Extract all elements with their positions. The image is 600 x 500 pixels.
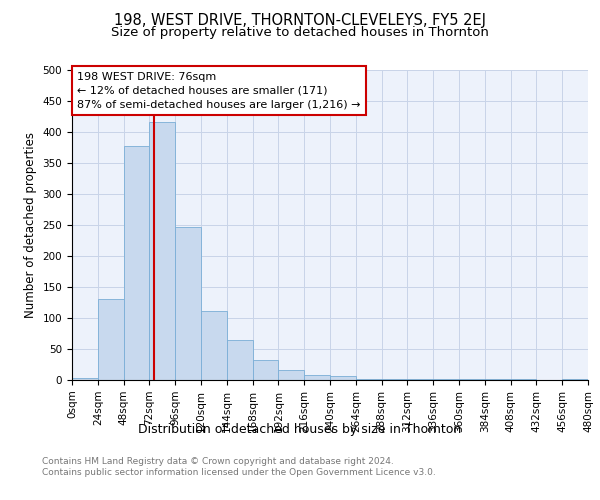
- Y-axis label: Number of detached properties: Number of detached properties: [24, 132, 37, 318]
- Text: Contains HM Land Registry data © Crown copyright and database right 2024.
Contai: Contains HM Land Registry data © Crown c…: [42, 458, 436, 477]
- Bar: [459, 379, 485, 380]
- Bar: [485, 379, 511, 380]
- Bar: [124, 146, 149, 380]
- Bar: [253, 360, 278, 380]
- Bar: [382, 379, 407, 380]
- Bar: [278, 370, 304, 380]
- Bar: [407, 379, 433, 380]
- Bar: [330, 376, 356, 380]
- Bar: [149, 122, 175, 380]
- Bar: [433, 379, 459, 380]
- Text: 198, WEST DRIVE, THORNTON-CLEVELEYS, FY5 2EJ: 198, WEST DRIVE, THORNTON-CLEVELEYS, FY5…: [114, 12, 486, 28]
- Bar: [175, 228, 201, 380]
- Text: Size of property relative to detached houses in Thornton: Size of property relative to detached ho…: [111, 26, 489, 39]
- Bar: [356, 379, 382, 380]
- Text: Distribution of detached houses by size in Thornton: Distribution of detached houses by size …: [139, 422, 461, 436]
- Bar: [562, 379, 588, 380]
- Bar: [304, 375, 330, 380]
- Bar: [511, 379, 536, 380]
- Bar: [227, 340, 253, 380]
- Text: 198 WEST DRIVE: 76sqm
← 12% of detached houses are smaller (171)
87% of semi-det: 198 WEST DRIVE: 76sqm ← 12% of detached …: [77, 72, 361, 110]
- Bar: [72, 378, 98, 380]
- Bar: [98, 300, 124, 380]
- Bar: [201, 310, 227, 380]
